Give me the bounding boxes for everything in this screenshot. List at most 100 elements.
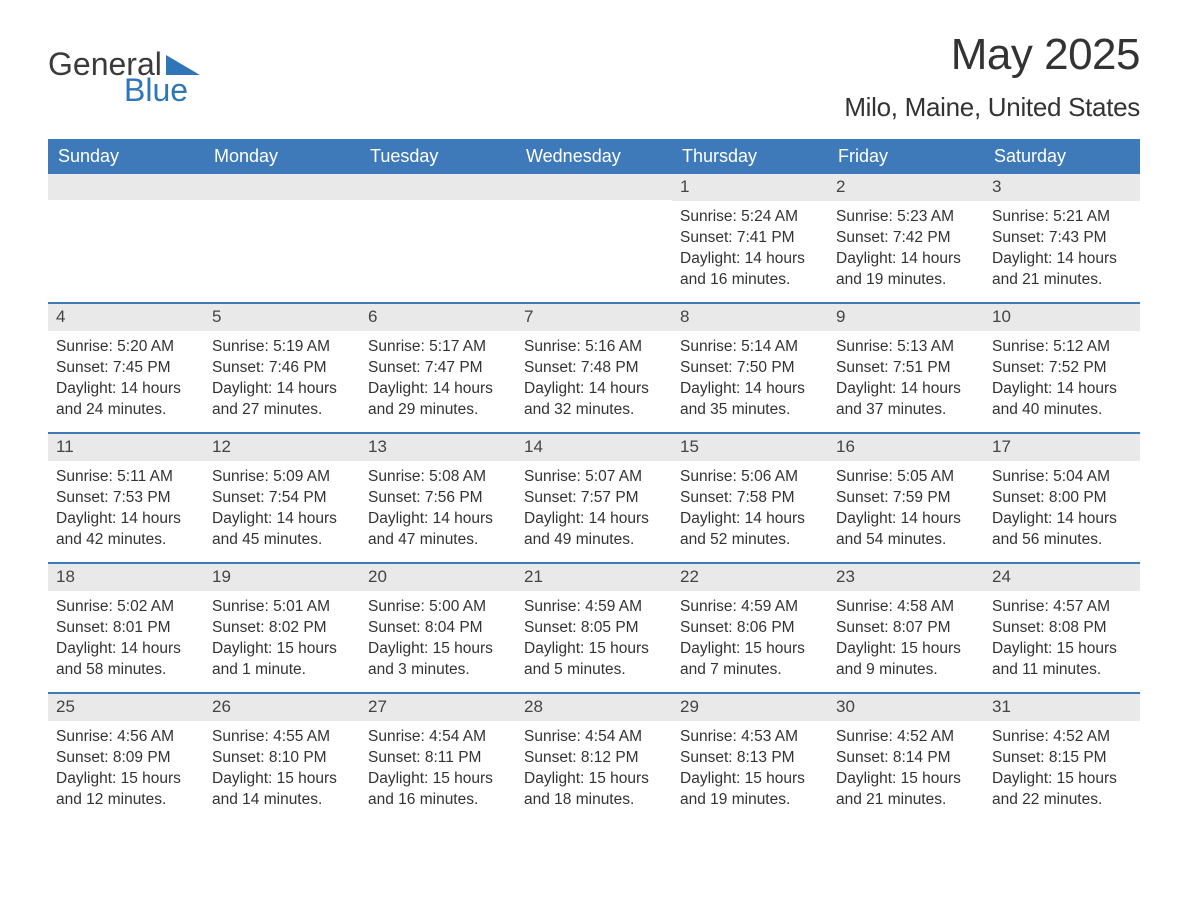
day-day1: Daylight: 14 hours xyxy=(212,379,352,400)
day-body: Sunrise: 4:53 AMSunset: 8:13 PMDaylight:… xyxy=(672,721,828,821)
day-body: Sunrise: 4:52 AMSunset: 8:14 PMDaylight:… xyxy=(828,721,984,821)
day-sunset: Sunset: 7:59 PM xyxy=(836,488,976,509)
day-day1: Daylight: 14 hours xyxy=(680,509,820,530)
day-cell: 20Sunrise: 5:00 AMSunset: 8:04 PMDayligh… xyxy=(360,564,516,692)
day-day1: Daylight: 15 hours xyxy=(368,769,508,790)
day-body: Sunrise: 4:54 AMSunset: 8:12 PMDaylight:… xyxy=(516,721,672,821)
day-day1: Daylight: 14 hours xyxy=(680,379,820,400)
weeks-container: 1Sunrise: 5:24 AMSunset: 7:41 PMDaylight… xyxy=(48,174,1140,822)
day-body: Sunrise: 5:19 AMSunset: 7:46 PMDaylight:… xyxy=(204,331,360,431)
day-sunset: Sunset: 8:15 PM xyxy=(992,748,1132,769)
day-cell: 3Sunrise: 5:21 AMSunset: 7:43 PMDaylight… xyxy=(984,174,1140,302)
day-day1: Daylight: 14 hours xyxy=(368,509,508,530)
dow-cell: Sunday xyxy=(48,139,204,174)
day-number: 12 xyxy=(204,434,360,461)
day-cell: 23Sunrise: 4:58 AMSunset: 8:07 PMDayligh… xyxy=(828,564,984,692)
day-day1: Daylight: 14 hours xyxy=(56,509,196,530)
day-sunrise: Sunrise: 4:56 AM xyxy=(56,727,196,748)
day-number: 8 xyxy=(672,304,828,331)
day-day2: and 7 minutes. xyxy=(680,660,820,681)
day-number: 10 xyxy=(984,304,1140,331)
day-number: 27 xyxy=(360,694,516,721)
calendar: SundayMondayTuesdayWednesdayThursdayFrid… xyxy=(48,139,1140,822)
day-sunset: Sunset: 8:09 PM xyxy=(56,748,196,769)
day-sunrise: Sunrise: 4:54 AM xyxy=(368,727,508,748)
day-body: Sunrise: 5:21 AMSunset: 7:43 PMDaylight:… xyxy=(984,201,1140,301)
week-row: 4Sunrise: 5:20 AMSunset: 7:45 PMDaylight… xyxy=(48,302,1140,432)
day-body: Sunrise: 5:12 AMSunset: 7:52 PMDaylight:… xyxy=(984,331,1140,431)
day-sunset: Sunset: 7:46 PM xyxy=(212,358,352,379)
day-sunrise: Sunrise: 5:12 AM xyxy=(992,337,1132,358)
day-cell: 28Sunrise: 4:54 AMSunset: 8:12 PMDayligh… xyxy=(516,694,672,822)
day-day1: Daylight: 14 hours xyxy=(992,379,1132,400)
day-cell: 22Sunrise: 4:59 AMSunset: 8:06 PMDayligh… xyxy=(672,564,828,692)
day-number: 4 xyxy=(48,304,204,331)
day-number: 15 xyxy=(672,434,828,461)
day-day1: Daylight: 15 hours xyxy=(680,639,820,660)
day-body: Sunrise: 5:11 AMSunset: 7:53 PMDaylight:… xyxy=(48,461,204,561)
day-sunset: Sunset: 8:14 PM xyxy=(836,748,976,769)
day-body: Sunrise: 4:59 AMSunset: 8:05 PMDaylight:… xyxy=(516,591,672,691)
day-cell: 1Sunrise: 5:24 AMSunset: 7:41 PMDaylight… xyxy=(672,174,828,302)
day-day1: Daylight: 15 hours xyxy=(992,769,1132,790)
day-sunrise: Sunrise: 4:52 AM xyxy=(836,727,976,748)
day-cell: 26Sunrise: 4:55 AMSunset: 8:10 PMDayligh… xyxy=(204,694,360,822)
day-sunrise: Sunrise: 4:53 AM xyxy=(680,727,820,748)
day-day1: Daylight: 15 hours xyxy=(56,769,196,790)
day-number: 29 xyxy=(672,694,828,721)
day-sunset: Sunset: 8:00 PM xyxy=(992,488,1132,509)
day-sunset: Sunset: 8:07 PM xyxy=(836,618,976,639)
day-cell: 8Sunrise: 5:14 AMSunset: 7:50 PMDaylight… xyxy=(672,304,828,432)
day-number: 9 xyxy=(828,304,984,331)
day-day2: and 47 minutes. xyxy=(368,530,508,551)
day-cell: 13Sunrise: 5:08 AMSunset: 7:56 PMDayligh… xyxy=(360,434,516,562)
day-day2: and 3 minutes. xyxy=(368,660,508,681)
empty-day-header xyxy=(204,174,360,200)
day-body: Sunrise: 5:17 AMSunset: 7:47 PMDaylight:… xyxy=(360,331,516,431)
day-number: 13 xyxy=(360,434,516,461)
day-body: Sunrise: 5:02 AMSunset: 8:01 PMDaylight:… xyxy=(48,591,204,691)
day-sunrise: Sunrise: 5:07 AM xyxy=(524,467,664,488)
day-body: Sunrise: 4:57 AMSunset: 8:08 PMDaylight:… xyxy=(984,591,1140,691)
day-body: Sunrise: 4:56 AMSunset: 8:09 PMDaylight:… xyxy=(48,721,204,821)
day-number: 5 xyxy=(204,304,360,331)
day-body: Sunrise: 5:01 AMSunset: 8:02 PMDaylight:… xyxy=(204,591,360,691)
day-cell: 27Sunrise: 4:54 AMSunset: 8:11 PMDayligh… xyxy=(360,694,516,822)
day-body: Sunrise: 5:23 AMSunset: 7:42 PMDaylight:… xyxy=(828,201,984,301)
day-number: 16 xyxy=(828,434,984,461)
day-number: 30 xyxy=(828,694,984,721)
day-day2: and 5 minutes. xyxy=(524,660,664,681)
day-cell xyxy=(48,174,204,302)
empty-day-header xyxy=(360,174,516,200)
day-sunrise: Sunrise: 5:09 AM xyxy=(212,467,352,488)
day-number: 7 xyxy=(516,304,672,331)
day-body: Sunrise: 5:24 AMSunset: 7:41 PMDaylight:… xyxy=(672,201,828,301)
dow-cell: Friday xyxy=(828,139,984,174)
day-number: 6 xyxy=(360,304,516,331)
day-day2: and 32 minutes. xyxy=(524,400,664,421)
month-title: May 2025 xyxy=(844,30,1140,80)
dow-cell: Saturday xyxy=(984,139,1140,174)
day-cell: 31Sunrise: 4:52 AMSunset: 8:15 PMDayligh… xyxy=(984,694,1140,822)
day-sunrise: Sunrise: 5:08 AM xyxy=(368,467,508,488)
day-cell xyxy=(516,174,672,302)
day-number: 28 xyxy=(516,694,672,721)
day-sunrise: Sunrise: 5:23 AM xyxy=(836,207,976,228)
dow-cell: Monday xyxy=(204,139,360,174)
day-cell: 14Sunrise: 5:07 AMSunset: 7:57 PMDayligh… xyxy=(516,434,672,562)
day-day1: Daylight: 14 hours xyxy=(836,509,976,530)
day-sunrise: Sunrise: 5:24 AM xyxy=(680,207,820,228)
day-sunset: Sunset: 8:08 PM xyxy=(992,618,1132,639)
day-cell: 19Sunrise: 5:01 AMSunset: 8:02 PMDayligh… xyxy=(204,564,360,692)
day-sunset: Sunset: 7:51 PM xyxy=(836,358,976,379)
day-day1: Daylight: 15 hours xyxy=(836,769,976,790)
week-row: 1Sunrise: 5:24 AMSunset: 7:41 PMDaylight… xyxy=(48,174,1140,302)
day-day1: Daylight: 14 hours xyxy=(368,379,508,400)
day-day1: Daylight: 15 hours xyxy=(992,639,1132,660)
day-day1: Daylight: 15 hours xyxy=(524,639,664,660)
day-body: Sunrise: 4:59 AMSunset: 8:06 PMDaylight:… xyxy=(672,591,828,691)
day-day2: and 16 minutes. xyxy=(368,790,508,811)
day-sunset: Sunset: 8:13 PM xyxy=(680,748,820,769)
location-subtitle: Milo, Maine, United States xyxy=(844,92,1140,123)
day-day2: and 42 minutes. xyxy=(56,530,196,551)
